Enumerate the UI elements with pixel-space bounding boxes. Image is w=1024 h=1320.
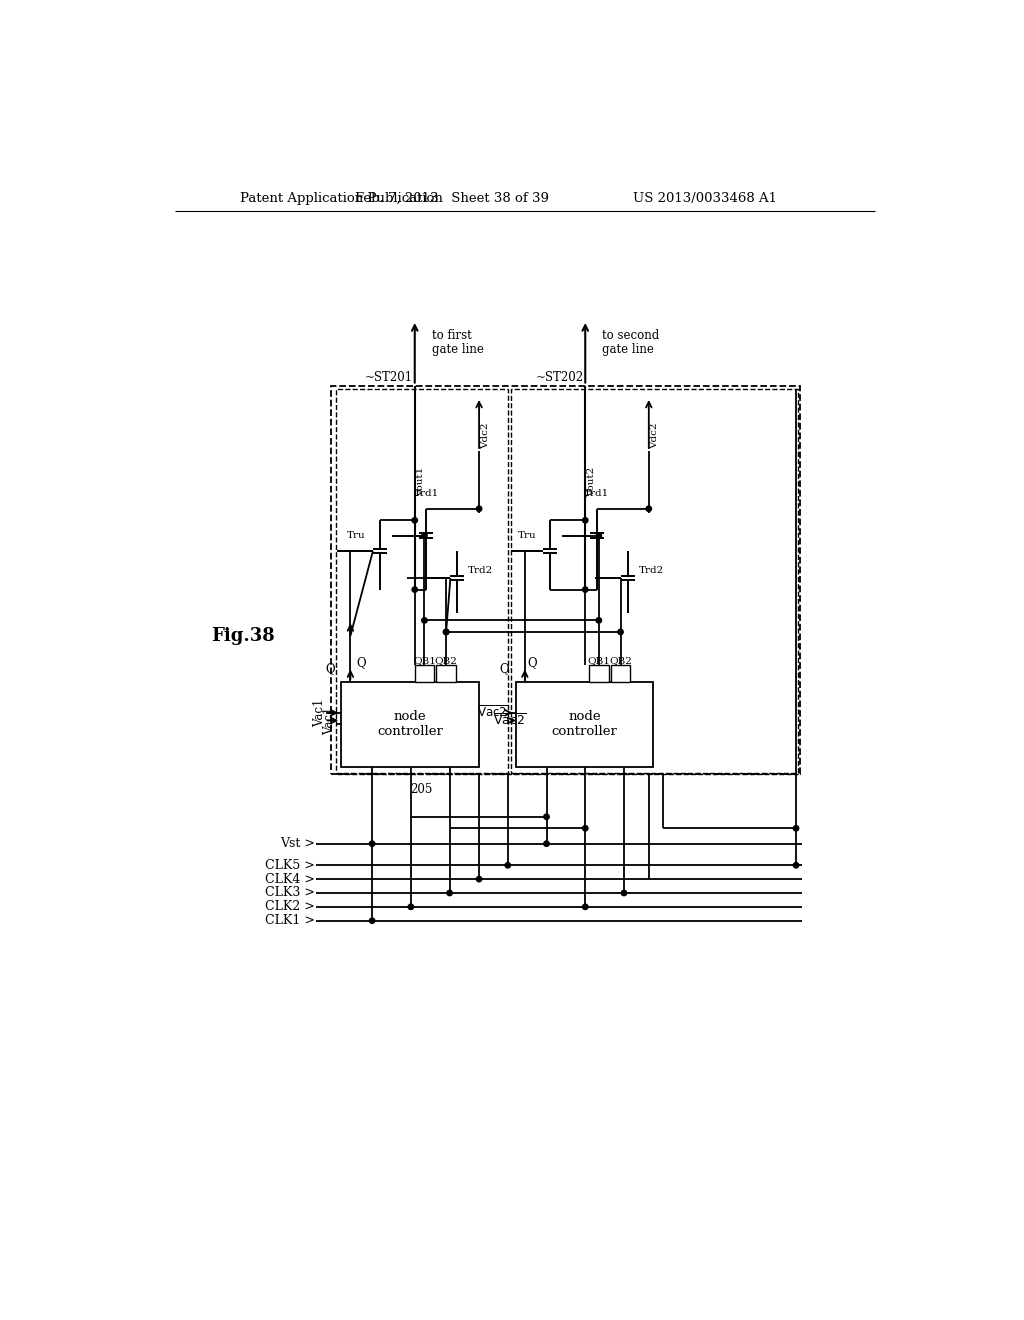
Circle shape — [596, 533, 601, 539]
Text: Vout2: Vout2 — [587, 467, 596, 496]
Text: Trd1: Trd1 — [585, 488, 609, 498]
Text: QB2: QB2 — [435, 656, 458, 665]
Circle shape — [443, 630, 449, 635]
Circle shape — [422, 618, 427, 623]
Text: QB1: QB1 — [413, 656, 436, 665]
Circle shape — [476, 506, 481, 511]
Bar — [436, 665, 456, 682]
Text: QB1: QB1 — [588, 656, 610, 665]
Text: 205: 205 — [410, 783, 432, 796]
Circle shape — [412, 587, 418, 593]
Circle shape — [544, 841, 549, 846]
Text: Feb. 7, 2013   Sheet 38 of 39: Feb. 7, 2013 Sheet 38 of 39 — [355, 191, 549, 205]
Text: Q: Q — [356, 656, 367, 669]
Circle shape — [646, 506, 651, 511]
Text: Vac1: Vac1 — [323, 706, 336, 735]
Circle shape — [583, 904, 588, 909]
Text: CLK3 >: CLK3 > — [265, 887, 314, 899]
Text: CLK5 >: CLK5 > — [265, 859, 314, 871]
Text: Trd2: Trd2 — [639, 566, 664, 574]
Text: gate line: gate line — [432, 343, 483, 356]
Bar — [341, 682, 479, 767]
Circle shape — [622, 890, 627, 896]
Circle shape — [794, 825, 799, 832]
Circle shape — [409, 904, 414, 909]
Circle shape — [370, 917, 375, 924]
Circle shape — [370, 841, 375, 846]
Text: $\overline{\mathrm{Vac2}}$: $\overline{\mathrm{Vac2}}$ — [493, 713, 525, 729]
Bar — [415, 665, 434, 682]
Text: CLK1 >: CLK1 > — [265, 915, 314, 927]
Circle shape — [476, 876, 481, 882]
Text: to second: to second — [602, 329, 659, 342]
Text: Q: Q — [527, 656, 537, 669]
Text: Vst >: Vst > — [280, 837, 314, 850]
Bar — [331, 385, 800, 775]
Text: US 2013/0033468 A1: US 2013/0033468 A1 — [634, 191, 777, 205]
Text: node
controller: node controller — [552, 710, 617, 738]
Text: ~ST201: ~ST201 — [366, 371, 414, 384]
Text: gate line: gate line — [602, 343, 654, 356]
Circle shape — [446, 890, 453, 896]
Text: Trd1: Trd1 — [414, 488, 439, 498]
Bar — [515, 682, 653, 767]
Text: $\overline{\mathrm{Vac2}}$: $\overline{\mathrm{Vac2}}$ — [476, 705, 508, 721]
Circle shape — [617, 630, 624, 635]
Text: QB2: QB2 — [609, 656, 632, 665]
Text: node
controller: node controller — [377, 710, 443, 738]
Text: Tru: Tru — [347, 531, 366, 540]
Text: CLK2 >: CLK2 > — [265, 900, 314, 913]
Text: Vdc2: Vdc2 — [480, 422, 489, 449]
Circle shape — [422, 533, 427, 539]
Text: Vac1: Vac1 — [312, 698, 326, 727]
Text: Tru: Tru — [518, 531, 537, 540]
Circle shape — [794, 862, 799, 869]
Bar — [611, 665, 630, 682]
Text: Q: Q — [500, 663, 509, 676]
Circle shape — [505, 862, 510, 869]
Text: ~ST202: ~ST202 — [536, 371, 584, 384]
Text: Q: Q — [326, 663, 335, 676]
Text: Fig.38: Fig.38 — [211, 627, 274, 644]
Circle shape — [583, 587, 588, 593]
Bar — [336, 389, 508, 774]
Circle shape — [412, 517, 418, 523]
Circle shape — [544, 814, 549, 820]
Bar — [589, 665, 608, 682]
Text: to first: to first — [432, 329, 471, 342]
Text: Trd2: Trd2 — [468, 566, 494, 574]
Text: CLK4 >: CLK4 > — [265, 873, 314, 886]
Text: Vout1: Vout1 — [417, 467, 425, 496]
Circle shape — [583, 517, 588, 523]
Circle shape — [583, 825, 588, 832]
Text: Vdc2: Vdc2 — [650, 422, 659, 449]
Bar — [511, 389, 798, 774]
Text: Patent Application Publication: Patent Application Publication — [241, 191, 443, 205]
Circle shape — [443, 630, 449, 635]
Circle shape — [596, 618, 601, 623]
